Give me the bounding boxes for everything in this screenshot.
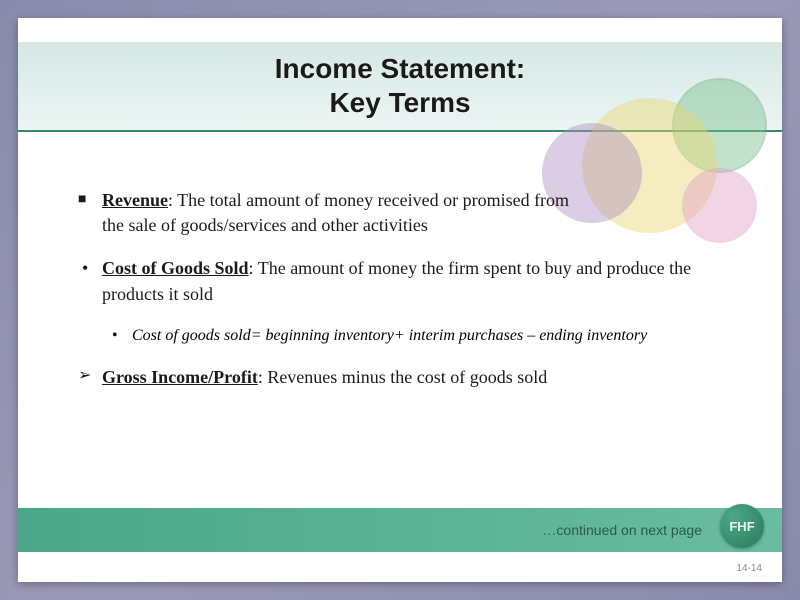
footer-band: …continued on next page xyxy=(18,508,782,552)
title-line-1: Income Statement: xyxy=(275,52,526,86)
fhf-badge: FHF xyxy=(720,504,764,548)
gross-term: Gross Income/Profit xyxy=(102,367,258,387)
revenue-item: Revenue: The total amount of money recei… xyxy=(78,188,732,238)
revenue-text: : The total amount of money received or … xyxy=(102,190,569,235)
cogs-formula: Cost of goods sold= beginning inventory+… xyxy=(108,325,732,347)
gross-item: Gross Income/Profit: Revenues minus the … xyxy=(78,365,732,390)
page-number: 14-14 xyxy=(736,563,762,574)
revenue-term: Revenue xyxy=(102,190,168,210)
cogs-term: Cost of Goods Sold xyxy=(102,258,249,278)
gross-text: : Revenues minus the cost of goods sold xyxy=(258,367,547,387)
content-area: Revenue: The total amount of money recei… xyxy=(78,188,732,408)
cogs-item: Cost of Goods Sold: The amount of money … xyxy=(78,256,732,306)
slide: Income Statement: Key Terms Revenue: The… xyxy=(18,18,782,582)
title-line-2: Key Terms xyxy=(329,86,470,120)
continued-text: …continued on next page xyxy=(542,522,702,538)
